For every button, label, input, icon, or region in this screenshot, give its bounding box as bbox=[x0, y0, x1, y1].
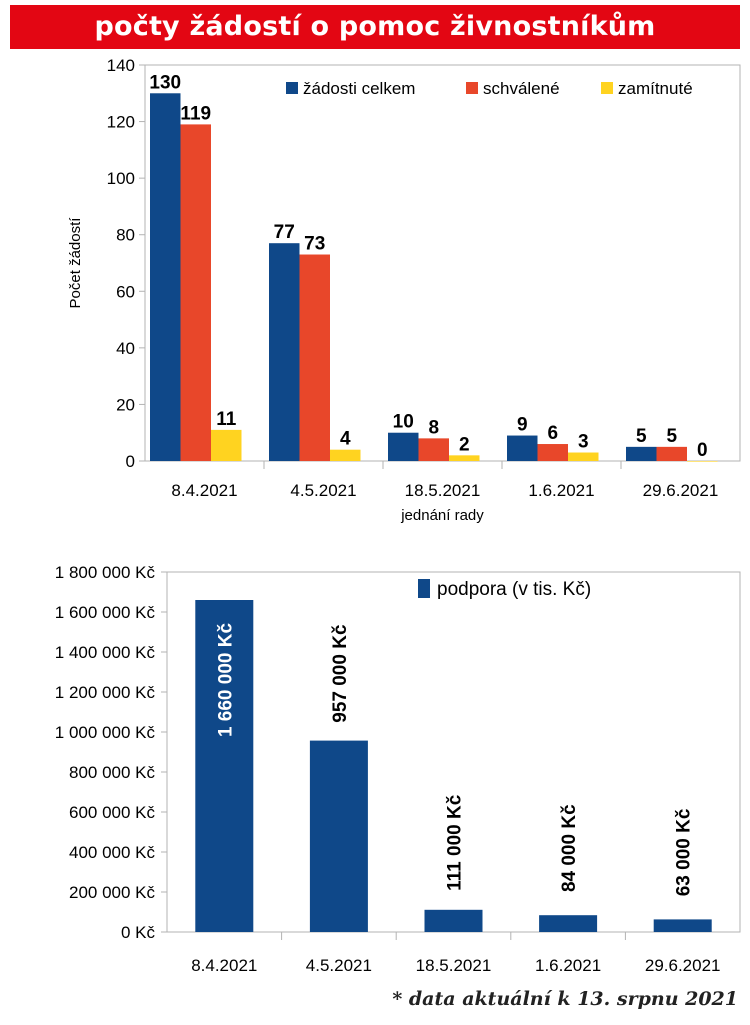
data-label: 77 bbox=[274, 222, 295, 243]
data-label: 8 bbox=[428, 417, 439, 438]
y-tick-label: 80 bbox=[116, 226, 135, 245]
chart-title-banner: počty žádostí o pomoc živnostníkům bbox=[10, 5, 740, 49]
data-label: 11 bbox=[216, 409, 237, 430]
y-tick-label: 0 Kč bbox=[121, 923, 156, 942]
data-label: 130 bbox=[149, 72, 181, 93]
data-date-footnote: * data aktuální k 13. srpnu 2021 bbox=[392, 988, 738, 1010]
x-tick-label: 18.5.2021 bbox=[416, 956, 492, 975]
bar-approved bbox=[418, 438, 449, 461]
data-label: 10 bbox=[393, 412, 414, 433]
y-tick-label: 60 bbox=[116, 282, 135, 301]
y-tick-label: 100 bbox=[107, 169, 135, 188]
support-bar-chart: 0 Kč 200 000 Kč 400 000 Kč 600 000 Kč 800 00… bbox=[55, 563, 741, 975]
data-label: 2 bbox=[459, 434, 470, 455]
bar-rejected bbox=[568, 452, 599, 461]
bar-total bbox=[626, 446, 657, 461]
bar-approved bbox=[180, 124, 211, 462]
bar-support bbox=[195, 600, 254, 932]
legend-label: žádosti celkem bbox=[303, 79, 415, 98]
bar-rejected bbox=[330, 449, 361, 461]
y-tick-label: 600 000 Kč bbox=[69, 803, 156, 822]
legend-label: schválené bbox=[483, 79, 560, 98]
y-axis-title: Počet žádostí bbox=[67, 217, 84, 309]
x-tick-label: 8.4.2021 bbox=[171, 481, 237, 500]
bar-approved bbox=[656, 446, 687, 461]
bar-support bbox=[653, 919, 712, 932]
bar-total bbox=[388, 432, 419, 461]
data-label: 63 000 Kč bbox=[674, 808, 695, 896]
bar-total bbox=[150, 93, 181, 462]
y-tick-label: 1 600 000 Kč bbox=[55, 603, 156, 622]
bar-approved bbox=[299, 254, 330, 461]
y-tick-label: 1 800 000 Kč bbox=[55, 563, 156, 582]
x-tick-label: 1.6.2021 bbox=[535, 956, 601, 975]
data-label: 3 bbox=[578, 432, 589, 453]
data-label: 84 000 Kč bbox=[559, 804, 580, 892]
bar-total bbox=[269, 243, 300, 461]
x-tick-label: 1.6.2021 bbox=[528, 481, 594, 500]
bar-support bbox=[539, 915, 598, 932]
y-tick-label: 140 bbox=[107, 56, 135, 75]
y-tick-label: 800 000 Kč bbox=[69, 763, 156, 782]
data-label: 4 bbox=[340, 429, 351, 450]
x-tick-label: 29.6.2021 bbox=[643, 481, 719, 500]
y-tick-label: 1 000 000 Kč bbox=[55, 723, 156, 742]
x-tick-label: 4.5.2021 bbox=[306, 956, 372, 975]
bar-total bbox=[507, 435, 538, 461]
data-label: 111 000 Kč bbox=[445, 794, 466, 891]
bar-support bbox=[424, 909, 483, 932]
y-tick-label: 0 bbox=[126, 452, 135, 471]
y-tick-label: 120 bbox=[107, 113, 135, 132]
legend-swatch bbox=[418, 579, 430, 598]
y-tick-label: 40 bbox=[116, 339, 135, 358]
y-tick-label: 1 400 000 Kč bbox=[55, 643, 156, 662]
x-tick-label: 8.4.2021 bbox=[191, 956, 257, 975]
x-tick-label: 4.5.2021 bbox=[290, 481, 356, 500]
bar-rejected bbox=[449, 455, 480, 461]
bar-rejected bbox=[211, 429, 242, 461]
legend-swatch bbox=[601, 82, 613, 94]
bar-rejected bbox=[687, 461, 718, 462]
bar-approved bbox=[537, 444, 568, 461]
y-tick-label: 1 200 000 Kč bbox=[55, 683, 156, 702]
y-tick-label: 200 000 Kč bbox=[69, 883, 156, 902]
legend-swatch bbox=[466, 82, 478, 94]
data-label: 957 000 Kč bbox=[330, 624, 351, 723]
y-tick-label: 400 000 Kč bbox=[69, 843, 156, 862]
legend-label: zamítnuté bbox=[618, 79, 693, 98]
requests-bar-chart: 0204060801001201408.4.2021130119114.5.20… bbox=[67, 56, 741, 524]
data-label: 1 660 000 Kč bbox=[215, 623, 236, 738]
legend-label: podpora (v tis. Kč) bbox=[437, 579, 591, 600]
data-label: 119 bbox=[180, 103, 211, 124]
plot-area bbox=[144, 64, 741, 462]
x-axis-title: jednání rady bbox=[400, 507, 484, 524]
data-label: 9 bbox=[517, 415, 528, 436]
data-label: 6 bbox=[547, 423, 558, 444]
data-label: 5 bbox=[636, 426, 647, 447]
legend-swatch bbox=[286, 82, 298, 94]
data-label: 73 bbox=[304, 234, 325, 255]
y-tick-label: 20 bbox=[116, 395, 135, 414]
data-label: 5 bbox=[666, 426, 677, 447]
bar-support bbox=[309, 740, 368, 932]
x-tick-label: 18.5.2021 bbox=[405, 481, 481, 500]
x-tick-label: 29.6.2021 bbox=[645, 956, 721, 975]
data-label: 0 bbox=[697, 440, 708, 461]
